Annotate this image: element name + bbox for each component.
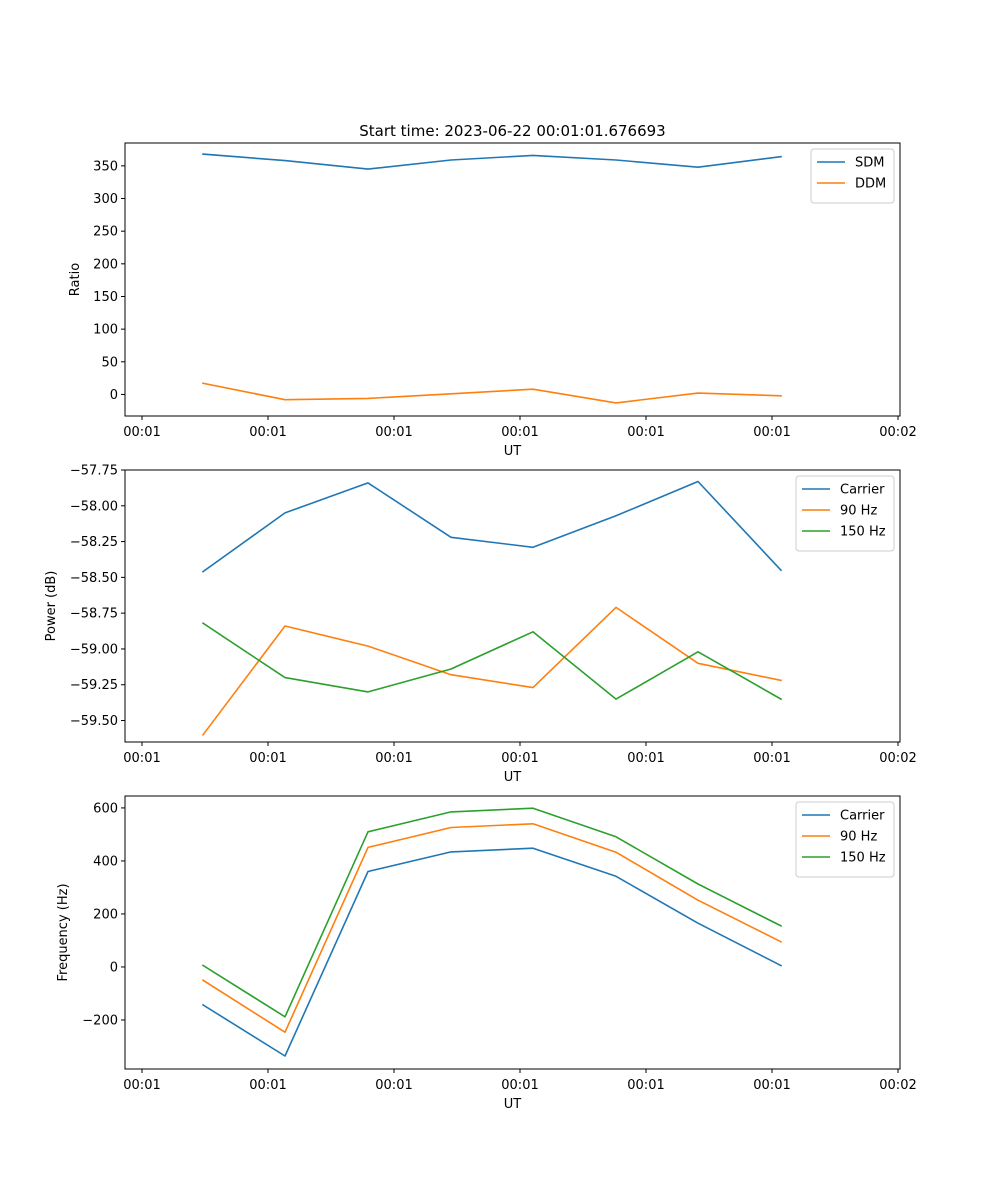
series-line-90-hz bbox=[201, 606, 782, 736]
y-tick-label: −59.25 bbox=[70, 678, 118, 693]
legend: Carrier 90 Hz 150 Hz bbox=[795, 475, 895, 552]
y-tick-label: 50 bbox=[101, 355, 118, 370]
legend-label: SDM bbox=[855, 156, 884, 171]
series-line-90-hz bbox=[201, 822, 783, 1033]
x-tick-label: 00:01 bbox=[753, 1078, 790, 1093]
x-tick-label: 00:01 bbox=[123, 751, 160, 766]
y-tick-label: 600 bbox=[93, 801, 118, 816]
y-tick-label: −58.00 bbox=[70, 499, 118, 514]
x-tick-label: 00:01 bbox=[123, 425, 160, 440]
x-tick-label: 00:01 bbox=[249, 751, 286, 766]
legend-label: 90 Hz bbox=[840, 830, 877, 845]
y-tick-label: 0 bbox=[110, 388, 118, 403]
y-axis-label: Power (dB) bbox=[44, 571, 59, 642]
x-tick-label: 00:01 bbox=[249, 1078, 286, 1093]
x-tick-label: 00:01 bbox=[753, 751, 790, 766]
legend-label: 90 Hz bbox=[840, 504, 877, 519]
axes-frame bbox=[124, 795, 901, 1070]
x-tick-label: 00:01 bbox=[249, 425, 286, 440]
x-tick-label: 00:01 bbox=[123, 1078, 160, 1093]
series-line-ddm bbox=[202, 382, 782, 404]
legend-label: 150 Hz bbox=[840, 525, 886, 540]
legend-box bbox=[795, 801, 895, 878]
axes-frame bbox=[124, 142, 901, 417]
x-tick-label: 00:02 bbox=[879, 751, 916, 766]
legend-box bbox=[795, 475, 895, 552]
x-tick-label: 00:01 bbox=[375, 751, 412, 766]
chart-title: Start time: 2023-06-22 00:01:01.676693 bbox=[359, 122, 665, 140]
x-tick-label: 00:01 bbox=[501, 425, 538, 440]
y-tick-label: −59.50 bbox=[70, 714, 118, 729]
legend-label: Carrier bbox=[840, 809, 885, 824]
legend: SDM DDM bbox=[810, 148, 895, 204]
axes-frame bbox=[124, 469, 901, 743]
x-axis-label: UT bbox=[504, 1097, 522, 1112]
legend-label: Carrier bbox=[840, 483, 885, 498]
x-tick-label: 00:01 bbox=[753, 425, 790, 440]
series-line-150-hz bbox=[201, 807, 783, 1018]
y-tick-label: 0 bbox=[110, 960, 118, 975]
subplot-1: 0 50 100 150 200 250 300 350 00:01 00:01 00:01 00:0… bbox=[68, 122, 917, 459]
series-line-carrier bbox=[201, 480, 783, 573]
x-tick-label: 00:01 bbox=[627, 425, 664, 440]
y-tick-label: −58.50 bbox=[70, 571, 118, 586]
x-tick-label: 00:02 bbox=[879, 425, 916, 440]
y-axis-label: Ratio bbox=[68, 263, 83, 296]
y-tick-label: 400 bbox=[93, 854, 118, 869]
x-tick-label: 00:01 bbox=[375, 425, 412, 440]
x-tick-label: 00:01 bbox=[501, 1078, 538, 1093]
y-tick-label: 350 bbox=[93, 159, 118, 174]
legend-label: 150 Hz bbox=[840, 851, 886, 866]
y-tick-label: 300 bbox=[93, 192, 118, 207]
y-tick-label: 150 bbox=[93, 290, 118, 305]
x-tick-label: 00:01 bbox=[627, 1078, 664, 1093]
x-axis-label: UT bbox=[504, 770, 522, 785]
legend: Carrier 90 Hz 150 Hz bbox=[795, 801, 895, 878]
y-tick-label: −200 bbox=[82, 1013, 118, 1028]
x-tick-label: 00:01 bbox=[501, 751, 538, 766]
y-tick-label: −57.75 bbox=[70, 464, 118, 479]
y-tick-label: 200 bbox=[93, 257, 118, 272]
y-axis-label: Frequency (Hz) bbox=[56, 883, 71, 981]
series-line-sdm bbox=[202, 153, 782, 170]
y-tick-label: −58.25 bbox=[70, 535, 118, 550]
y-tick-label: −58.75 bbox=[70, 607, 118, 622]
subplot-3: −200 0 200 400 600 00:01 00:01 00:01 00:01 00:01 0… bbox=[56, 795, 917, 1112]
legend-label: DDM bbox=[855, 177, 886, 192]
series-line-150-hz bbox=[201, 622, 783, 701]
y-tick-label: 100 bbox=[93, 323, 118, 338]
series-line-carrier bbox=[201, 847, 783, 1057]
x-tick-label: 00:02 bbox=[879, 1078, 916, 1093]
x-tick-label: 00:01 bbox=[627, 751, 664, 766]
subplot-2: −57.75 −58.00 −58.25 −58.50 −58.75 −59.00 −59.… bbox=[44, 464, 917, 786]
x-axis-label: UT bbox=[504, 444, 522, 459]
y-tick-label: 250 bbox=[93, 225, 118, 240]
y-tick-label: −59.00 bbox=[70, 642, 118, 657]
x-tick-label: 00:01 bbox=[375, 1078, 412, 1093]
y-tick-label: 200 bbox=[93, 907, 118, 922]
